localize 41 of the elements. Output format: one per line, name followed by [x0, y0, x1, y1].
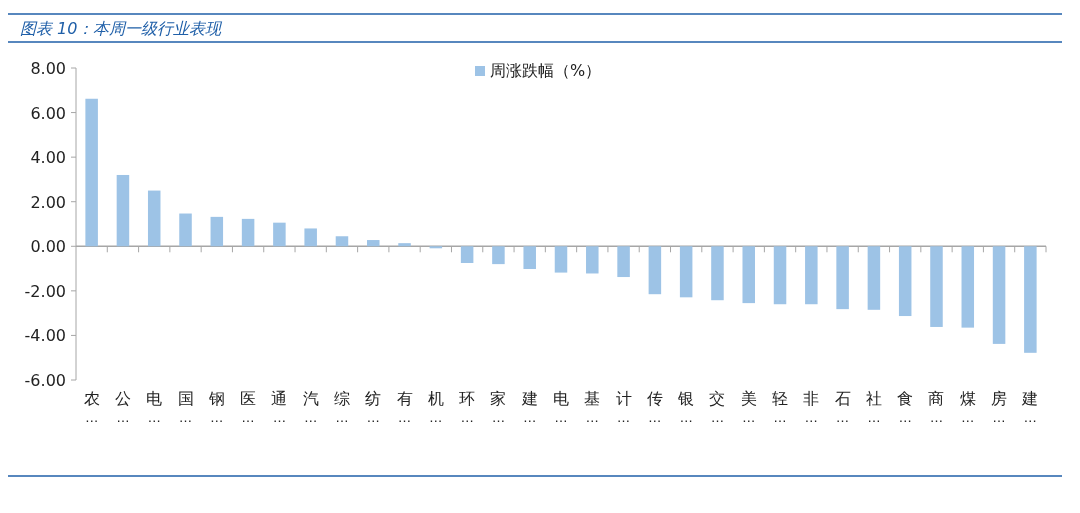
category-label: 食…	[897, 389, 914, 425]
y-tick-label: 2.00	[30, 192, 66, 212]
category-label: 钢…	[208, 389, 225, 425]
legend-label: 周涨跌幅（%）	[490, 61, 602, 80]
category-label: 商…	[928, 389, 945, 425]
category-label: 计…	[615, 389, 632, 425]
category-label: 医…	[240, 389, 257, 425]
category-label: 机…	[427, 389, 444, 425]
category-label: 基…	[584, 389, 601, 425]
category-label: 建…	[521, 389, 538, 425]
category-label: 轻…	[772, 389, 789, 425]
category-label: 社…	[865, 389, 882, 425]
y-tick-label: 4.00	[30, 148, 66, 168]
category-label: 银…	[678, 389, 695, 425]
category-label: 煤…	[959, 389, 976, 425]
category-label: 电…	[553, 389, 569, 425]
category-label: 传…	[646, 389, 663, 425]
category-label: 建…	[1022, 389, 1039, 425]
category-label: 公…	[114, 389, 131, 425]
y-tick-label: -4.00	[24, 326, 66, 346]
chart-title: 图表 10：本周一级行业表现	[20, 19, 224, 38]
category-label: 通…	[271, 389, 288, 425]
category-label: 石…	[834, 389, 851, 425]
y-tick-label: 8.00	[30, 59, 66, 78]
category-label: 美…	[740, 389, 757, 425]
category-label: 房…	[991, 389, 1008, 425]
y-tick-label: 0.00	[30, 237, 66, 257]
category-label: 纺…	[365, 389, 382, 425]
category-label: 家…	[490, 389, 507, 425]
category-label: 国…	[177, 389, 194, 425]
category-label: 汽…	[302, 389, 319, 425]
category-label: 有…	[396, 389, 413, 425]
category-label: 交…	[709, 389, 726, 425]
category-label: 电…	[146, 389, 163, 425]
category-label: 综…	[333, 389, 350, 425]
category-label: 非…	[803, 389, 820, 425]
category-label: 农…	[83, 389, 100, 425]
y-tick-label: -6.00	[24, 371, 66, 390]
y-tick-label: -2.00	[24, 281, 66, 301]
category-label: 环…	[459, 389, 476, 425]
y-tick-label: 6.00	[30, 103, 66, 123]
